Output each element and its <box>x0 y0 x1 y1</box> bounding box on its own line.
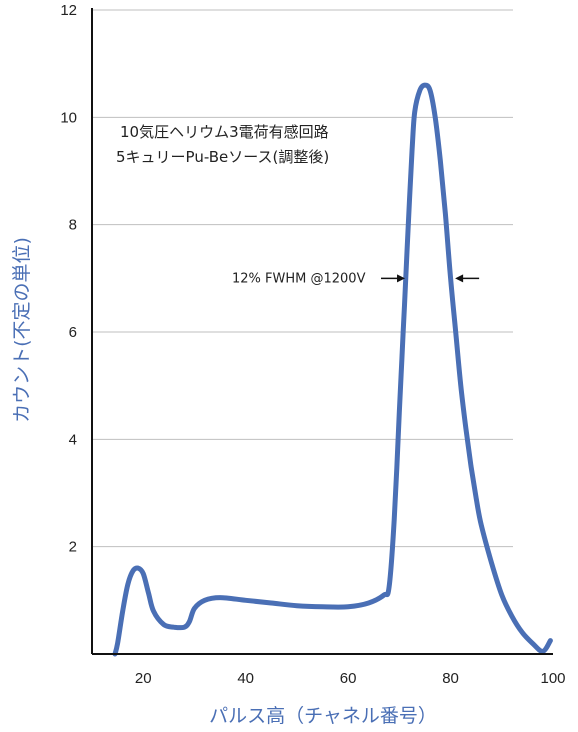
fwhm-arrows <box>381 274 480 283</box>
x-tick-label: 40 <box>237 670 254 687</box>
y-tick-label: 6 <box>69 324 77 341</box>
grid-lines <box>92 9 513 548</box>
series-line <box>112 82 553 657</box>
y-tick-label: 8 <box>69 217 77 234</box>
y-tick-label: 2 <box>69 539 77 556</box>
x-tick-labels: 20 40 60 80 100 <box>135 670 566 687</box>
x-tick-label: 80 <box>442 670 459 687</box>
y-tick-label: 4 <box>69 431 77 448</box>
fwhm-label: 12% FWHM @1200V <box>232 271 366 286</box>
x-tick-label: 20 <box>135 670 152 687</box>
x-axis-title: パルス高（チャネル番号） <box>209 705 437 727</box>
y-axis-title: カウント(不定の単位) <box>11 237 33 423</box>
annotation-line-2: 5キュリーPu-Beソース(調整後) <box>116 148 329 166</box>
y-tick-label: 10 <box>60 109 77 126</box>
x-tick-label: 100 <box>540 670 565 687</box>
y-tick-label: 12 <box>60 2 77 19</box>
y-tick-labels: 2 4 6 8 10 12 <box>60 2 77 556</box>
fwhm-right-arrowhead <box>455 274 464 283</box>
fwhm-left-arrowhead <box>397 274 406 283</box>
x-tick-label: 60 <box>340 670 357 687</box>
annotation-line-1: 10気圧ヘリウム3電荷有感回路 <box>120 123 329 141</box>
